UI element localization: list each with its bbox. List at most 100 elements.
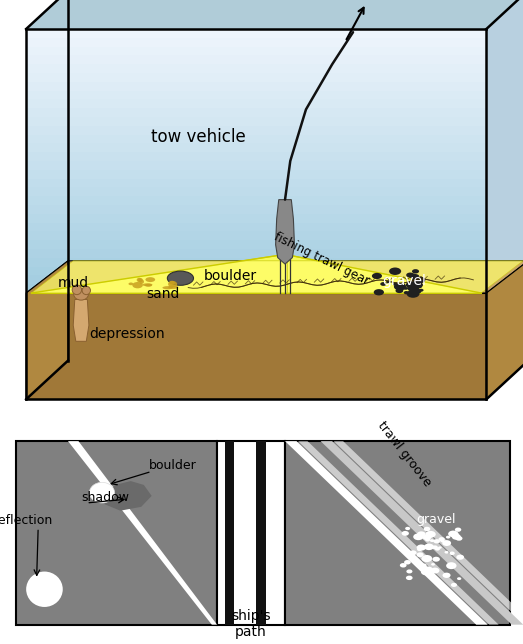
Ellipse shape [433,556,440,562]
Ellipse shape [168,281,177,287]
Ellipse shape [431,563,435,565]
Ellipse shape [446,562,457,569]
Polygon shape [26,126,486,135]
Polygon shape [68,441,217,625]
Ellipse shape [413,289,422,294]
Ellipse shape [448,531,458,537]
Polygon shape [26,178,486,187]
Ellipse shape [168,285,178,289]
Ellipse shape [424,544,434,550]
Ellipse shape [132,282,143,289]
Ellipse shape [419,566,423,569]
Bar [225,441,234,625]
Bar [16,441,217,625]
Ellipse shape [372,273,382,279]
Ellipse shape [406,290,419,298]
Polygon shape [105,481,152,511]
Text: boulder: boulder [149,459,197,473]
Ellipse shape [129,283,133,285]
Ellipse shape [26,572,63,607]
Polygon shape [26,38,486,46]
Ellipse shape [137,278,142,282]
Polygon shape [26,249,486,258]
Ellipse shape [455,527,461,532]
Ellipse shape [425,531,436,538]
Polygon shape [334,441,523,625]
Ellipse shape [412,269,419,274]
Ellipse shape [407,281,416,287]
Ellipse shape [386,281,391,283]
Ellipse shape [430,540,435,542]
Polygon shape [276,200,294,264]
Text: trawl groove: trawl groove [375,419,434,489]
Ellipse shape [450,531,459,537]
Ellipse shape [452,534,461,540]
Ellipse shape [407,285,419,292]
Polygon shape [26,223,486,231]
Polygon shape [26,258,486,267]
Ellipse shape [419,289,424,292]
Polygon shape [26,91,486,99]
Ellipse shape [427,568,431,571]
Ellipse shape [446,536,450,538]
Polygon shape [486,261,523,399]
Ellipse shape [89,482,115,503]
Ellipse shape [423,567,433,573]
Ellipse shape [457,577,461,580]
Polygon shape [26,276,486,284]
Ellipse shape [138,278,143,282]
Polygon shape [73,299,89,341]
Polygon shape [26,117,486,126]
Ellipse shape [434,539,440,544]
Ellipse shape [163,286,173,289]
Ellipse shape [430,567,439,574]
Ellipse shape [449,551,455,555]
Polygon shape [26,214,486,223]
Polygon shape [26,108,486,117]
Ellipse shape [416,553,424,557]
Bar [256,441,266,625]
Polygon shape [298,441,498,625]
Text: depression: depression [89,327,165,341]
Ellipse shape [410,274,417,279]
Ellipse shape [414,277,425,283]
Ellipse shape [169,281,175,285]
Ellipse shape [430,539,434,542]
Ellipse shape [435,547,440,551]
Ellipse shape [406,281,417,289]
Ellipse shape [167,271,194,285]
Ellipse shape [438,546,442,549]
Polygon shape [26,152,486,161]
Ellipse shape [451,583,457,587]
Ellipse shape [400,563,406,567]
Polygon shape [321,441,523,625]
Ellipse shape [139,279,144,284]
Ellipse shape [74,289,88,300]
Text: reflection: reflection [0,514,53,527]
Ellipse shape [456,536,462,541]
Ellipse shape [409,551,417,555]
Ellipse shape [411,281,423,289]
Polygon shape [26,0,523,29]
Ellipse shape [404,291,409,294]
Text: gravel: gravel [382,274,426,289]
Text: gravel: gravel [416,513,456,526]
Ellipse shape [393,282,399,286]
Text: ship's
path: ship's path [231,609,271,639]
Ellipse shape [395,289,403,293]
Ellipse shape [417,544,426,551]
Ellipse shape [417,531,426,537]
Polygon shape [31,261,288,293]
Ellipse shape [406,272,414,278]
Ellipse shape [415,284,422,289]
Polygon shape [26,73,486,82]
Polygon shape [486,0,523,399]
Ellipse shape [422,564,427,567]
Polygon shape [31,254,481,293]
Ellipse shape [380,282,386,286]
Text: tow vehicle: tow vehicle [151,128,246,146]
Polygon shape [26,196,486,205]
Polygon shape [26,144,486,152]
Ellipse shape [440,540,445,542]
Ellipse shape [394,283,406,290]
